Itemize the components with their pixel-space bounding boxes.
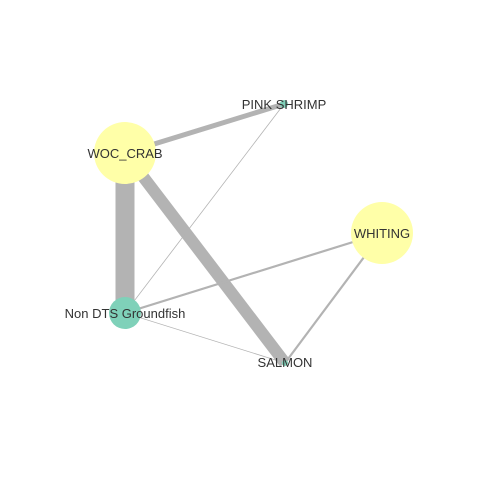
node-label-pink_shrimp: PINK SHRIMP xyxy=(242,97,327,112)
node-label-non_dts: Non DTS Groundfish xyxy=(65,306,186,321)
node-salmon xyxy=(282,360,288,366)
node-whiting xyxy=(351,202,413,264)
labels-layer: PINK SHRIMP WOC_CRAB WHITING Non DTS Ground… xyxy=(65,97,411,370)
nodes-layer xyxy=(94,100,413,366)
node-label-salmon: SALMON xyxy=(258,355,313,370)
node-woc_crab xyxy=(94,122,156,184)
node-non_dts xyxy=(109,297,141,329)
edges-layer xyxy=(115,101,383,367)
node-label-whiting: WHITING xyxy=(354,226,410,241)
edge-non_dts-whiting xyxy=(124,231,383,315)
edge-non_dts-salmon xyxy=(124,312,286,364)
edge-woc_crab-salmon xyxy=(120,149,290,367)
edge-pink_shrimp-non_dts xyxy=(124,103,285,314)
node-label-woc_crab: WOC_CRAB xyxy=(87,146,162,161)
node-pink_shrimp xyxy=(280,100,288,108)
